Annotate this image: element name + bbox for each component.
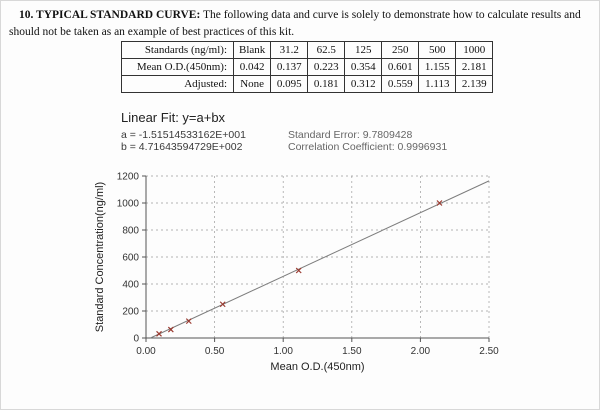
table-cell: 0.137 <box>270 58 309 76</box>
standard-curve-plot: 0.00 0.50 1.00 1.50 2.00 2.50 0 200 400 600 800 100… <box>94 172 499 374</box>
svg-text:1000: 1000 <box>117 199 140 210</box>
svg-text:0.00: 0.00 <box>136 346 156 357</box>
fit-intercept-value: a = -1.51514533162E+001 <box>121 129 246 141</box>
linear-fit-title: Linear Fit: y=a+bx <box>121 110 226 125</box>
standards-table: Standards (ng/ml): Blank 31.2 62.5 125 2… <box>121 41 494 93</box>
table-row: Adjusted: None 0.095 0.181 0.312 0.559 1… <box>121 75 494 93</box>
table-cell: Blank <box>232 41 272 59</box>
table-cell: 0.601 <box>381 58 420 76</box>
standard-curve-chart: 0.00 0.50 1.00 1.50 2.00 2.50 0 200 400 600 800 100… <box>89 166 549 396</box>
table-cell: 0.042 <box>232 58 272 76</box>
svg-text:400: 400 <box>122 280 139 291</box>
svg-text:Mean O.D.(450nm): Mean O.D.(450nm) <box>270 361 364 373</box>
svg-text:1200: 1200 <box>117 172 140 183</box>
fit-correlation-coefficient: Correlation Coefficient: 0.9996931 <box>288 141 448 153</box>
table-cell: 31.2 <box>270 41 309 59</box>
table-cell: 0.312 <box>344 75 383 93</box>
table-cell: 2.139 <box>455 75 494 93</box>
table-cell: 500 <box>418 41 457 59</box>
row-label: Adjusted: <box>121 75 234 93</box>
svg-text:0.50: 0.50 <box>205 346 225 357</box>
table-row: Mean O.D.(450nm): 0.042 0.137 0.223 0.35… <box>121 58 494 76</box>
table-cell: 0.223 <box>307 58 346 76</box>
svg-text:800: 800 <box>122 226 139 237</box>
table-cell: 0.354 <box>344 58 383 76</box>
section-heading-text: The following data and curve is solely t… <box>9 9 581 39</box>
table-cell: None <box>232 75 272 93</box>
svg-text:Standard Concentration(ng/ml): Standard Concentration(ng/ml) <box>94 182 106 332</box>
svg-text:2.50: 2.50 <box>479 346 499 357</box>
table-row: Standards (ng/ml): Blank 31.2 62.5 125 2… <box>121 41 494 59</box>
row-label: Mean O.D.(450nm): <box>121 58 234 76</box>
table-cell: 1000 <box>455 41 494 59</box>
svg-text:0: 0 <box>133 334 139 345</box>
svg-text:200: 200 <box>122 307 139 318</box>
svg-text:2.00: 2.00 <box>411 346 431 357</box>
table-cell: 125 <box>344 41 383 59</box>
table-cell: 1.155 <box>418 58 457 76</box>
table-cell: 62.5 <box>307 41 346 59</box>
svg-text:1.50: 1.50 <box>342 346 362 357</box>
svg-text:600: 600 <box>122 253 139 264</box>
table-cell: 1.113 <box>418 75 457 93</box>
section-heading-number: 10. TYPICAL STANDARD CURVE: <box>19 9 201 21</box>
fit-slope-value: b = 4.71643594729E+002 <box>121 141 243 153</box>
table-cell: 0.095 <box>270 75 309 93</box>
section-heading: 10. TYPICAL STANDARD CURVE: The followin… <box>9 7 589 42</box>
table-cell: 250 <box>381 41 420 59</box>
table-cell: 0.559 <box>381 75 420 93</box>
table-cell: 2.181 <box>455 58 494 76</box>
table-cell: 0.181 <box>307 75 346 93</box>
fit-standard-error: Standard Error: 9.7809428 <box>288 129 413 141</box>
row-label: Standards (ng/ml): <box>121 41 234 59</box>
svg-text:1.00: 1.00 <box>273 346 293 357</box>
